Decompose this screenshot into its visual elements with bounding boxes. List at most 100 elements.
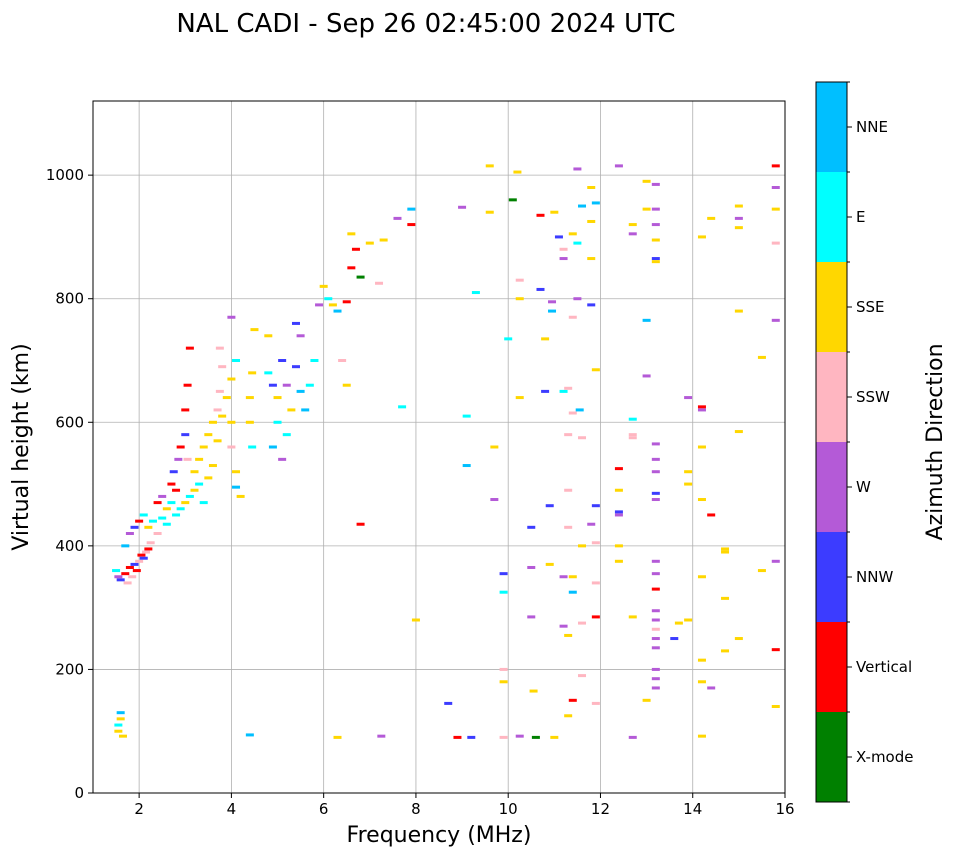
echo-cell-e (139, 513, 148, 517)
echo-cell-w (296, 334, 305, 338)
echo-cell-w (651, 223, 660, 227)
echo-cell-sse (365, 241, 374, 245)
echo-cell-w (651, 207, 660, 211)
echo-cell-ssw (578, 621, 587, 625)
echo-cell-sse (342, 383, 351, 387)
echo-cell-nne (568, 590, 577, 594)
echo-cell-sse (614, 544, 623, 548)
echo-cell-ssw (564, 488, 573, 492)
echo-cell-vertical (132, 569, 141, 573)
echo-cell-e (324, 297, 333, 301)
echo-cell-sse (614, 488, 623, 492)
chart-title: NAL CADI - Sep 26 02:45:00 2024 UTC (176, 9, 675, 39)
echo-cell-x-mode (356, 275, 365, 279)
echo-cell-sse (190, 470, 199, 474)
echo-cell-nne (232, 485, 241, 489)
echo-cell-w (684, 396, 693, 400)
echo-cell-w (315, 303, 324, 307)
echo-cell-w (125, 532, 134, 535)
echo-cell-w (651, 559, 660, 563)
colorbar-title: Azimuth Direction (923, 343, 948, 540)
echo-cell-vertical (651, 587, 660, 591)
echo-cell-w (651, 470, 660, 474)
echo-cell-ssw (128, 575, 137, 579)
echo-cell-nne (245, 733, 254, 737)
x-tick-label: 14 (683, 800, 702, 818)
y-tick-label: 0 (74, 784, 84, 802)
x-tick-label: 4 (227, 800, 237, 818)
echo-cell-e (195, 482, 204, 486)
echo-cell-sse (208, 464, 217, 468)
echo-cell-nne (578, 204, 587, 208)
echo-cell-sse (628, 223, 637, 227)
echo-cell-sse (204, 433, 213, 437)
echo-cell-e (398, 405, 407, 409)
echo-cell-nnw (499, 572, 508, 576)
echo-cell-sse (245, 396, 254, 400)
echo-cell-ssw (338, 359, 347, 362)
echo-cell-e (176, 507, 185, 511)
echo-cell-nnw (268, 383, 277, 387)
echo-cell-w (771, 186, 780, 189)
echo-cell-sse (684, 618, 693, 622)
echo-cell-ssw (515, 278, 524, 282)
echo-cell-sse (232, 470, 241, 474)
echo-cell-sse (114, 729, 123, 733)
echo-cell-sse (208, 420, 217, 424)
echo-cell-sse (587, 219, 596, 223)
echo-cell-sse (697, 734, 706, 738)
echo-cell-sse (411, 618, 420, 622)
echo-cell-w (771, 318, 780, 322)
echo-cell-nne (301, 408, 310, 412)
echo-cell-ssw (568, 411, 577, 415)
echo-cell-nnw (670, 637, 679, 641)
echo-cell-sse (642, 698, 651, 702)
echo-cell-sse (541, 337, 550, 341)
colorbar-swatch-vertical (816, 622, 847, 712)
echo-cell-ssw (213, 408, 222, 412)
echo-cell-ssw (591, 541, 600, 545)
y-tick-label: 800 (55, 290, 84, 308)
echo-cell-ssw (375, 281, 384, 285)
colorbar-swatch-w (816, 442, 847, 532)
echo-cell-sse (587, 257, 596, 261)
echo-cell-nnw (527, 525, 536, 529)
echo-cell-nnw (651, 257, 660, 261)
echo-cell-ssw (153, 532, 162, 535)
x-tick-label: 6 (319, 800, 329, 818)
echo-cell-x-mode (531, 735, 540, 739)
echo-cell-sse (485, 164, 494, 168)
echo-cell-e (232, 359, 241, 362)
echo-cell-vertical (135, 519, 144, 523)
echo-cell-sse (236, 494, 245, 498)
echo-cell-ssw (499, 735, 508, 739)
echo-cell-ssw (578, 674, 587, 678)
echo-cell-sse (614, 559, 623, 563)
echo-cell-sse (250, 328, 259, 332)
echo-cell-sse (684, 482, 693, 486)
echo-cell-sse (529, 689, 538, 693)
echo-cell-w (573, 167, 582, 171)
echo-cell-nnw (278, 359, 287, 362)
colorbar: X-mode Vertical NNW W SSW SSE E NNE (815, 81, 913, 803)
echo-cell-w (651, 609, 660, 613)
echo-cell-sse (771, 705, 780, 708)
echo-cell-ssw (578, 436, 587, 440)
echo-cell-ssw (499, 667, 508, 671)
echo-cell-vertical (185, 346, 194, 350)
echo-cell-w (278, 457, 287, 461)
echo-cell-ssw (135, 559, 144, 563)
colorbar-label: SSW (856, 388, 890, 406)
echo-cell-w (548, 300, 557, 304)
echo-cell-sse (328, 303, 337, 307)
colorbar-label: X-mode (856, 748, 913, 766)
echo-cell-nne (116, 711, 125, 715)
echo-cell-nnw (587, 303, 596, 307)
echo-cell-sse (181, 501, 190, 505)
echo-cell-sse (118, 734, 127, 738)
echo-cell-w (734, 216, 743, 220)
echo-cell-sse (499, 680, 508, 684)
y-tick-label: 600 (55, 413, 84, 431)
echo-cell-w (559, 575, 568, 579)
